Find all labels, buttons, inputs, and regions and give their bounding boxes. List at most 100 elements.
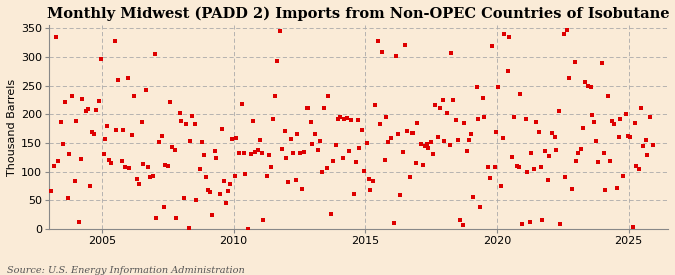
Point (390, 53, 401, 58)
Point (381, 115, 392, 120)
Point (479, 115, 490, 119)
Point (231, 136, 242, 140)
Point (484, 176, 495, 180)
Point (432, 135, 443, 139)
Point (344, 149, 354, 153)
Point (495, 184, 506, 188)
Point (134, 182, 145, 186)
Point (554, 109, 564, 114)
Point (529, 166, 539, 171)
Point (252, 148, 263, 153)
Y-axis label: Thousand Barrels: Thousand Barrels (7, 79, 17, 176)
Point (365, 188, 376, 192)
Point (394, 192, 405, 197)
Point (294, 151, 305, 156)
Point (165, 100, 176, 105)
Point (84, 184, 95, 188)
Point (593, 160, 604, 164)
Point (464, 138, 475, 142)
Point (190, 122, 200, 126)
Point (49, 164, 59, 168)
Point (458, 121, 469, 125)
Point (150, 52, 161, 57)
Point (599, 188, 610, 192)
Point (272, 59, 283, 63)
Point (570, 60, 580, 64)
Point (450, 118, 461, 122)
Point (243, 227, 254, 231)
Point (207, 213, 217, 218)
Point (247, 119, 258, 123)
Point (227, 137, 238, 142)
Point (307, 141, 318, 146)
Point (256, 151, 267, 155)
Point (221, 201, 232, 206)
Point (375, 122, 386, 126)
Point (457, 222, 468, 227)
Point (147, 174, 158, 178)
Point (332, 117, 343, 122)
Point (598, 150, 609, 155)
Point (290, 177, 301, 182)
Point (583, 84, 593, 88)
Point (398, 150, 408, 154)
Point (540, 149, 551, 153)
Point (615, 117, 626, 122)
Point (288, 151, 298, 155)
Point (549, 135, 560, 139)
Point (591, 139, 601, 144)
Point (558, 32, 569, 36)
Point (171, 215, 182, 220)
Point (109, 39, 120, 43)
Point (618, 174, 629, 178)
Point (631, 164, 642, 168)
Point (116, 159, 127, 163)
Point (142, 165, 153, 169)
Point (517, 222, 528, 226)
Point (356, 128, 367, 133)
Point (507, 155, 518, 159)
Point (642, 153, 653, 157)
Point (524, 220, 535, 224)
Point (448, 98, 459, 102)
Point (217, 127, 227, 131)
Point (46, 189, 57, 193)
Point (404, 175, 415, 180)
Point (321, 166, 332, 170)
Point (348, 191, 359, 196)
Point (86, 130, 97, 134)
Point (326, 212, 337, 217)
Point (157, 134, 167, 138)
Point (358, 169, 369, 173)
Point (543, 154, 554, 158)
Point (345, 117, 356, 122)
Point (104, 158, 115, 163)
Point (111, 127, 122, 132)
Point (258, 218, 269, 222)
Point (388, 221, 399, 226)
Point (625, 134, 636, 139)
Point (425, 140, 436, 145)
Point (475, 205, 485, 209)
Point (504, 35, 515, 39)
Point (512, 164, 522, 169)
Point (90, 108, 101, 112)
Point (640, 137, 651, 142)
Point (489, 165, 500, 169)
Point (627, 225, 638, 229)
Point (102, 124, 113, 128)
Point (137, 162, 148, 166)
Text: Source: U.S. Energy Information Administration: Source: U.S. Energy Information Administ… (7, 266, 244, 275)
Point (376, 50, 387, 54)
Point (412, 121, 423, 125)
Point (263, 153, 274, 158)
Point (211, 156, 221, 160)
Point (210, 149, 221, 153)
Point (95, 57, 106, 62)
Point (498, 136, 509, 141)
Point (313, 147, 323, 152)
Point (421, 142, 432, 147)
Point (202, 188, 213, 192)
Point (162, 163, 173, 168)
Point (441, 111, 452, 115)
